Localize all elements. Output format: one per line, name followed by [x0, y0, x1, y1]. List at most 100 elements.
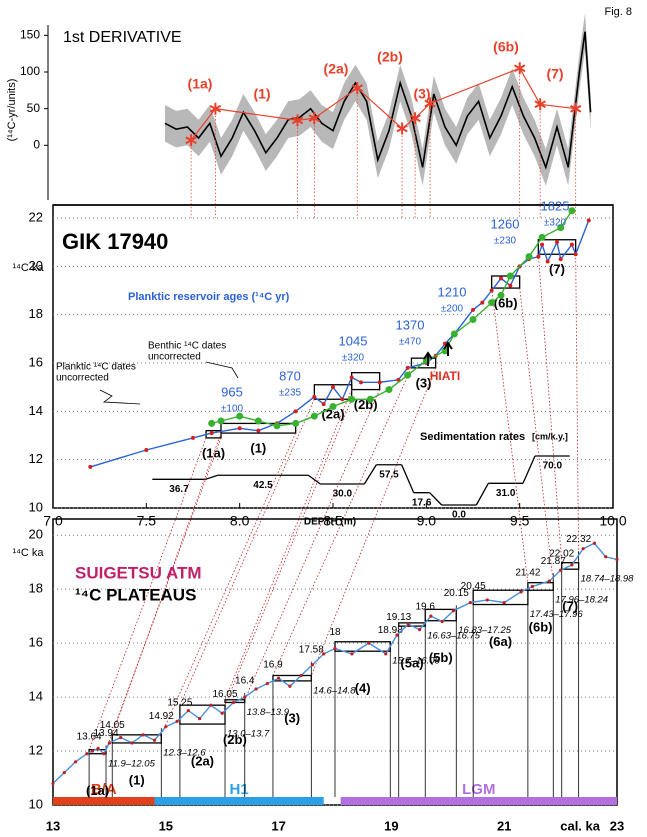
y-tick-label: 12 [29, 742, 43, 757]
series-point [405, 365, 410, 370]
plateau-range: 16.83–17.25 [458, 625, 512, 636]
series-point [506, 272, 514, 280]
chart-title: GIK 17940 [62, 229, 168, 254]
series-point [615, 557, 619, 562]
reservoir-error: ±230 [494, 236, 517, 247]
plateau-range: 11.9–12.05 [108, 758, 156, 769]
series-point [573, 252, 578, 257]
y-tick-label: 18 [29, 581, 43, 596]
plateau-range: 14.6–14.8 [313, 685, 356, 696]
reservoir-error: ±320 [544, 218, 567, 229]
series-point [497, 291, 505, 299]
series-point [395, 633, 399, 637]
series-point [333, 646, 337, 651]
series-point [273, 422, 281, 430]
reservoir-title: Planktic reservoir ages (¹⁴C yr) [128, 291, 290, 303]
series-point [243, 695, 247, 699]
period-label: LGM [462, 781, 495, 798]
connector [179, 399, 315, 706]
series-point [441, 347, 449, 355]
plateau-box [313, 384, 353, 400]
series-point [310, 663, 315, 667]
planktic-note: uncorrected [56, 373, 109, 384]
series-point [499, 276, 503, 281]
series-point [536, 254, 541, 259]
period-label: H1 [230, 781, 249, 798]
plateau-label: (3) [416, 375, 432, 390]
boundary-label: 16.4 [235, 676, 255, 687]
series-point [350, 652, 354, 656]
x-tick-label: 13 [46, 818, 60, 833]
series-point [340, 397, 345, 402]
series-point [73, 760, 78, 764]
connector [160, 432, 297, 736]
period-bar [154, 797, 324, 805]
series-point [569, 242, 574, 247]
y-tick-label: 22 [29, 209, 43, 224]
series-point [525, 253, 533, 261]
benthic-note: uncorrected [148, 352, 201, 363]
x-tick-label: 8.0 [230, 513, 250, 529]
star-marker [291, 114, 304, 127]
boundary-label: 20.15 [444, 588, 469, 599]
series-point [385, 386, 393, 394]
y-axis-label: ¹⁴C ka [12, 262, 44, 274]
plateau-label: (6a) [489, 634, 512, 649]
series-point [256, 428, 261, 433]
plateau-range: 12.3–12.6 [163, 747, 206, 758]
boundary-label: 21.87 [541, 556, 566, 567]
series-point [488, 299, 496, 307]
star-marker [209, 102, 222, 115]
boundary-label: 16.05 [213, 689, 238, 700]
reservoir-age: 1825 [541, 198, 570, 213]
plateau-range: 17.96–18.24 [555, 595, 608, 606]
y-tick-label: 50 [27, 101, 41, 115]
series-point [236, 412, 244, 420]
chart-subtitle: ¹⁴C PLATEAUS [75, 585, 196, 604]
x-axis-label: DEPTH (m) [304, 517, 356, 528]
series-point [451, 609, 456, 613]
series-point [186, 708, 190, 713]
hiatus-arrow [443, 341, 453, 356]
x-tick-label: 17 [271, 818, 285, 833]
sed-riser [307, 474, 321, 485]
sed-riser [475, 482, 489, 506]
series-point [331, 385, 335, 390]
plateau-label: (7) [562, 599, 578, 614]
plateau-label: (6b) [494, 296, 518, 311]
series-point [254, 687, 258, 691]
series-point [119, 735, 123, 740]
chart-title: 1st DERIVATIVE [63, 29, 182, 46]
series-point [164, 725, 168, 729]
boundary-label: 21.42 [515, 567, 540, 578]
plateau-label: (6b) [529, 620, 553, 635]
series-point [321, 402, 326, 407]
y-tick-label: 18 [29, 306, 43, 321]
derivative-line [164, 31, 592, 170]
boundary-label: 14.05 [100, 720, 125, 731]
sed-riser [363, 464, 377, 485]
sed-label: 0.0 [452, 510, 466, 521]
series-point [547, 579, 551, 583]
series-point [592, 541, 597, 545]
point-label: (6b) [493, 39, 519, 55]
series-point [468, 601, 472, 605]
series-point [418, 628, 422, 632]
y-tick-label: 100 [20, 64, 40, 78]
series-point [85, 752, 89, 756]
series-point [254, 417, 262, 425]
plateau-label: (5a) [400, 656, 423, 671]
plateau-range: 13.8–13.9 [247, 707, 290, 718]
plateau-range: 13.0–13.7 [227, 729, 270, 740]
connector [272, 367, 412, 676]
reservoir-error: ±235 [279, 388, 302, 399]
plateau-box [351, 372, 381, 391]
sed-label: 42.5 [253, 480, 273, 491]
series-point [277, 676, 281, 680]
plateau-box [272, 674, 312, 682]
series-point [220, 711, 224, 715]
star-marker [351, 82, 363, 95]
figure-label: Fig. 8 [604, 6, 632, 18]
plateau-box [111, 734, 162, 744]
note-pointer [99, 389, 141, 405]
